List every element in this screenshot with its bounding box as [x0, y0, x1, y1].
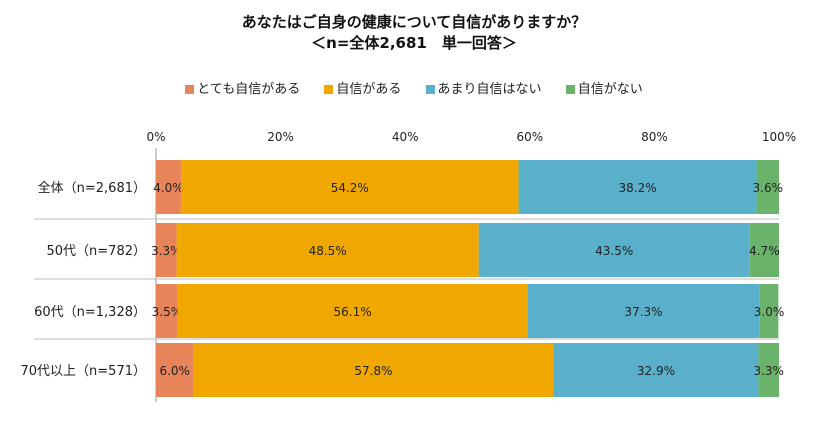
data-label: 54.2%	[331, 181, 369, 195]
bar-segment	[759, 284, 779, 338]
category-label: 50代（n=782）	[47, 244, 147, 259]
bar-segment	[518, 160, 757, 214]
category-label: 全体（n=2,681）	[38, 180, 146, 196]
data-label: 48.5%	[309, 244, 347, 258]
x-tick-label: 0%	[146, 130, 165, 144]
legend-label: あまり自信はない	[437, 82, 542, 97]
x-tick-label: 20%	[267, 130, 294, 144]
data-label: 57.8%	[354, 364, 392, 378]
legend-item-not-very-confident: あまり自信はない	[425, 78, 542, 97]
bar-segment	[180, 160, 519, 214]
data-label: 56.1%	[333, 305, 371, 319]
category-label: 60代（n=1,328）	[34, 305, 146, 320]
legend-item-confident: 自信がある	[324, 78, 401, 97]
data-label: 43.5%	[595, 244, 633, 258]
x-tick-label: 80%	[641, 130, 668, 144]
data-label: 3.3%	[151, 244, 182, 258]
data-label: 32.9%	[637, 364, 675, 378]
bar-segment	[156, 223, 177, 277]
bar-segment	[156, 284, 178, 338]
x-tick-label: 40%	[392, 130, 419, 144]
data-label: 38.2%	[619, 181, 657, 195]
data-label: 3.0%	[754, 305, 785, 319]
category-label: 70代以上（n=571）	[21, 364, 147, 379]
bar-segment	[749, 223, 779, 277]
data-label: 4.0%	[153, 181, 184, 195]
legend-swatch	[425, 85, 435, 94]
bar-segment	[758, 343, 779, 397]
chart-title: あなたはご自身の健康について自信がありますか？	[241, 13, 587, 31]
bar-segment	[527, 284, 760, 338]
data-label: 3.5%	[152, 305, 183, 319]
legend-swatch	[565, 85, 575, 94]
bar-segment	[193, 343, 554, 397]
bar-segment	[156, 160, 181, 214]
legend: とても自信がある 自信がある あまり自信はない 自信がない	[0, 78, 828, 97]
bar-segment	[177, 284, 528, 338]
legend-item-very-confident: とても自信がある	[185, 78, 300, 97]
x-tick-label: 100%	[762, 130, 796, 144]
legend-swatch	[324, 85, 334, 94]
legend-item-not-confident: 自信がない	[565, 78, 643, 97]
bar-segment	[156, 343, 194, 397]
data-label: 37.3%	[624, 305, 662, 319]
legend-swatch	[185, 85, 195, 94]
x-tick-label: 60%	[516, 130, 543, 144]
chart-subtitle: ＜n=全体2,681 単一回答＞	[311, 34, 517, 52]
data-label: 3.6%	[753, 181, 784, 195]
legend-label: 自信がない	[577, 82, 643, 97]
legend-label: とても自信がある	[197, 82, 301, 97]
bar-segment	[553, 343, 759, 397]
bar-segment	[756, 160, 779, 214]
data-label: 6.0%	[159, 364, 190, 378]
bar-segment	[176, 223, 479, 277]
data-label: 3.3%	[753, 364, 784, 378]
legend-label: 自信がある	[336, 82, 402, 97]
bar-segment	[478, 223, 750, 277]
data-label: 4.7%	[749, 244, 780, 258]
